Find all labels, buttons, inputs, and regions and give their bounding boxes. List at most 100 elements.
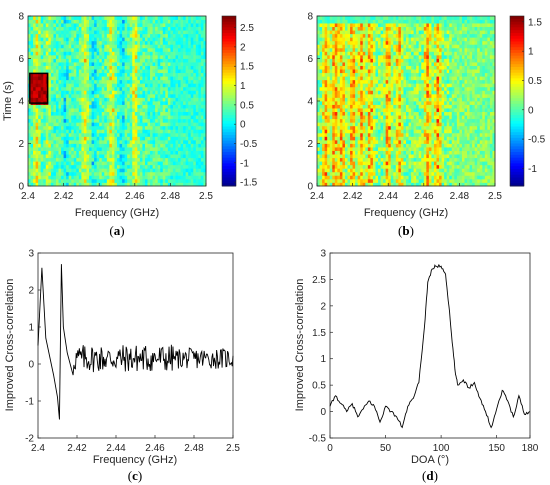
heatmap-cell — [43, 115, 47, 120]
heatmap-cell — [53, 150, 57, 155]
heatmap-cell — [383, 118, 387, 123]
heatmap-cell — [40, 150, 44, 155]
heatmap-cell — [144, 65, 148, 70]
heatmap-cell — [111, 129, 115, 134]
heatmap-cell — [117, 136, 120, 141]
heatmap-cell — [28, 178, 31, 183]
heatmap-cell — [71, 164, 75, 169]
heatmap-cell — [357, 175, 361, 180]
heatmap-cell — [160, 150, 164, 155]
heatmap-cell — [63, 23, 67, 28]
heatmap-cell — [28, 122, 31, 127]
heatmap-cell — [71, 178, 75, 183]
heatmap-cell — [355, 157, 359, 162]
heatmap-cell — [360, 83, 364, 88]
heatmap-cell — [190, 111, 194, 116]
heatmap-cell — [78, 168, 82, 173]
heatmap-cell — [195, 40, 199, 45]
heatmap-cell — [124, 79, 128, 84]
heatmap-cell — [61, 79, 64, 84]
heatmap-cell — [83, 76, 87, 81]
heatmap-cell — [185, 33, 189, 38]
heatmap-cell — [117, 62, 120, 66]
heatmap-cell — [111, 76, 115, 81]
heatmap-cell — [45, 161, 49, 166]
heatmap-cell — [388, 30, 392, 35]
heatmap-cell — [170, 97, 174, 102]
heatmap-cell — [183, 111, 187, 116]
heatmap-cell — [33, 26, 37, 31]
heatmap-cell — [380, 83, 384, 88]
heatmap-cell — [155, 161, 159, 166]
heatmap-cell — [357, 90, 361, 95]
heatmap-cell — [96, 37, 100, 42]
heatmap-cell — [175, 72, 179, 77]
heatmap-cell — [83, 90, 87, 95]
heatmap-cell — [334, 143, 338, 148]
heatmap-cell — [355, 164, 359, 169]
heatmap-cell — [342, 104, 346, 109]
heatmap-cell — [132, 90, 136, 95]
heatmap-cell — [117, 65, 120, 70]
heatmap-cell — [395, 93, 399, 98]
heatmap-cell — [188, 72, 192, 77]
heatmap-cell — [178, 161, 181, 166]
heatmap-cell — [152, 65, 156, 70]
heatmap-cell — [352, 139, 356, 144]
heatmap-cell — [139, 19, 143, 24]
heatmap-cell — [322, 118, 326, 123]
heatmap-cell — [195, 168, 199, 173]
heatmap-cell — [319, 37, 323, 42]
heatmap-cell — [203, 164, 207, 169]
heatmap-cell — [322, 62, 326, 66]
heatmap-cell — [142, 30, 146, 35]
heatmap-cell — [347, 143, 351, 148]
heatmap-cell — [127, 72, 131, 77]
heatmap-cell — [380, 161, 384, 166]
heatmap-cell — [162, 72, 166, 77]
heatmap-cell — [38, 86, 42, 91]
heatmap-cell — [68, 101, 72, 105]
heatmap-cell — [142, 111, 146, 116]
heatmap-cell — [357, 122, 361, 127]
heatmap-cell — [327, 51, 331, 56]
heatmap-cell — [332, 97, 336, 102]
heatmap-cell — [327, 72, 331, 77]
heatmap-cell — [185, 19, 189, 24]
heatmap-cell — [38, 58, 42, 63]
heatmap-cell — [132, 182, 136, 187]
heatmap-cell — [73, 108, 77, 113]
heatmap-cell — [165, 132, 169, 137]
heatmap-cell — [370, 122, 374, 127]
heatmap-cell — [124, 125, 128, 130]
heatmap-cell — [134, 101, 138, 105]
heatmap-cell — [155, 168, 159, 173]
heatmap-cell — [198, 147, 202, 151]
heatmap-cell — [129, 143, 133, 148]
heatmap-cell — [362, 115, 366, 120]
heatmap-cell — [63, 51, 67, 56]
heatmap-cell — [172, 104, 176, 109]
heatmap-cell — [175, 182, 179, 187]
heatmap-cell — [350, 16, 353, 20]
heatmap-cell — [86, 168, 90, 173]
heatmap-cell — [152, 168, 156, 173]
heatmap-cell — [203, 93, 207, 98]
heatmap-cell — [339, 136, 343, 141]
heatmap-cell — [380, 65, 384, 70]
heatmap-cell — [91, 93, 95, 98]
heatmap-cell — [347, 111, 351, 116]
heatmap-cell — [33, 132, 37, 137]
heatmap-cell — [322, 171, 326, 176]
heatmap-cell — [365, 161, 369, 166]
heatmap-cell — [332, 33, 336, 38]
heatmap-cell — [117, 143, 120, 148]
heatmap-cell — [317, 69, 320, 74]
heatmap-cell — [134, 104, 138, 109]
heatmap-cell — [50, 54, 54, 59]
heatmap-cell — [383, 47, 387, 52]
heatmap-cell — [73, 115, 77, 120]
heatmap-cell — [78, 51, 82, 56]
heatmap-cell — [185, 161, 189, 166]
heatmap-cell — [73, 157, 77, 162]
